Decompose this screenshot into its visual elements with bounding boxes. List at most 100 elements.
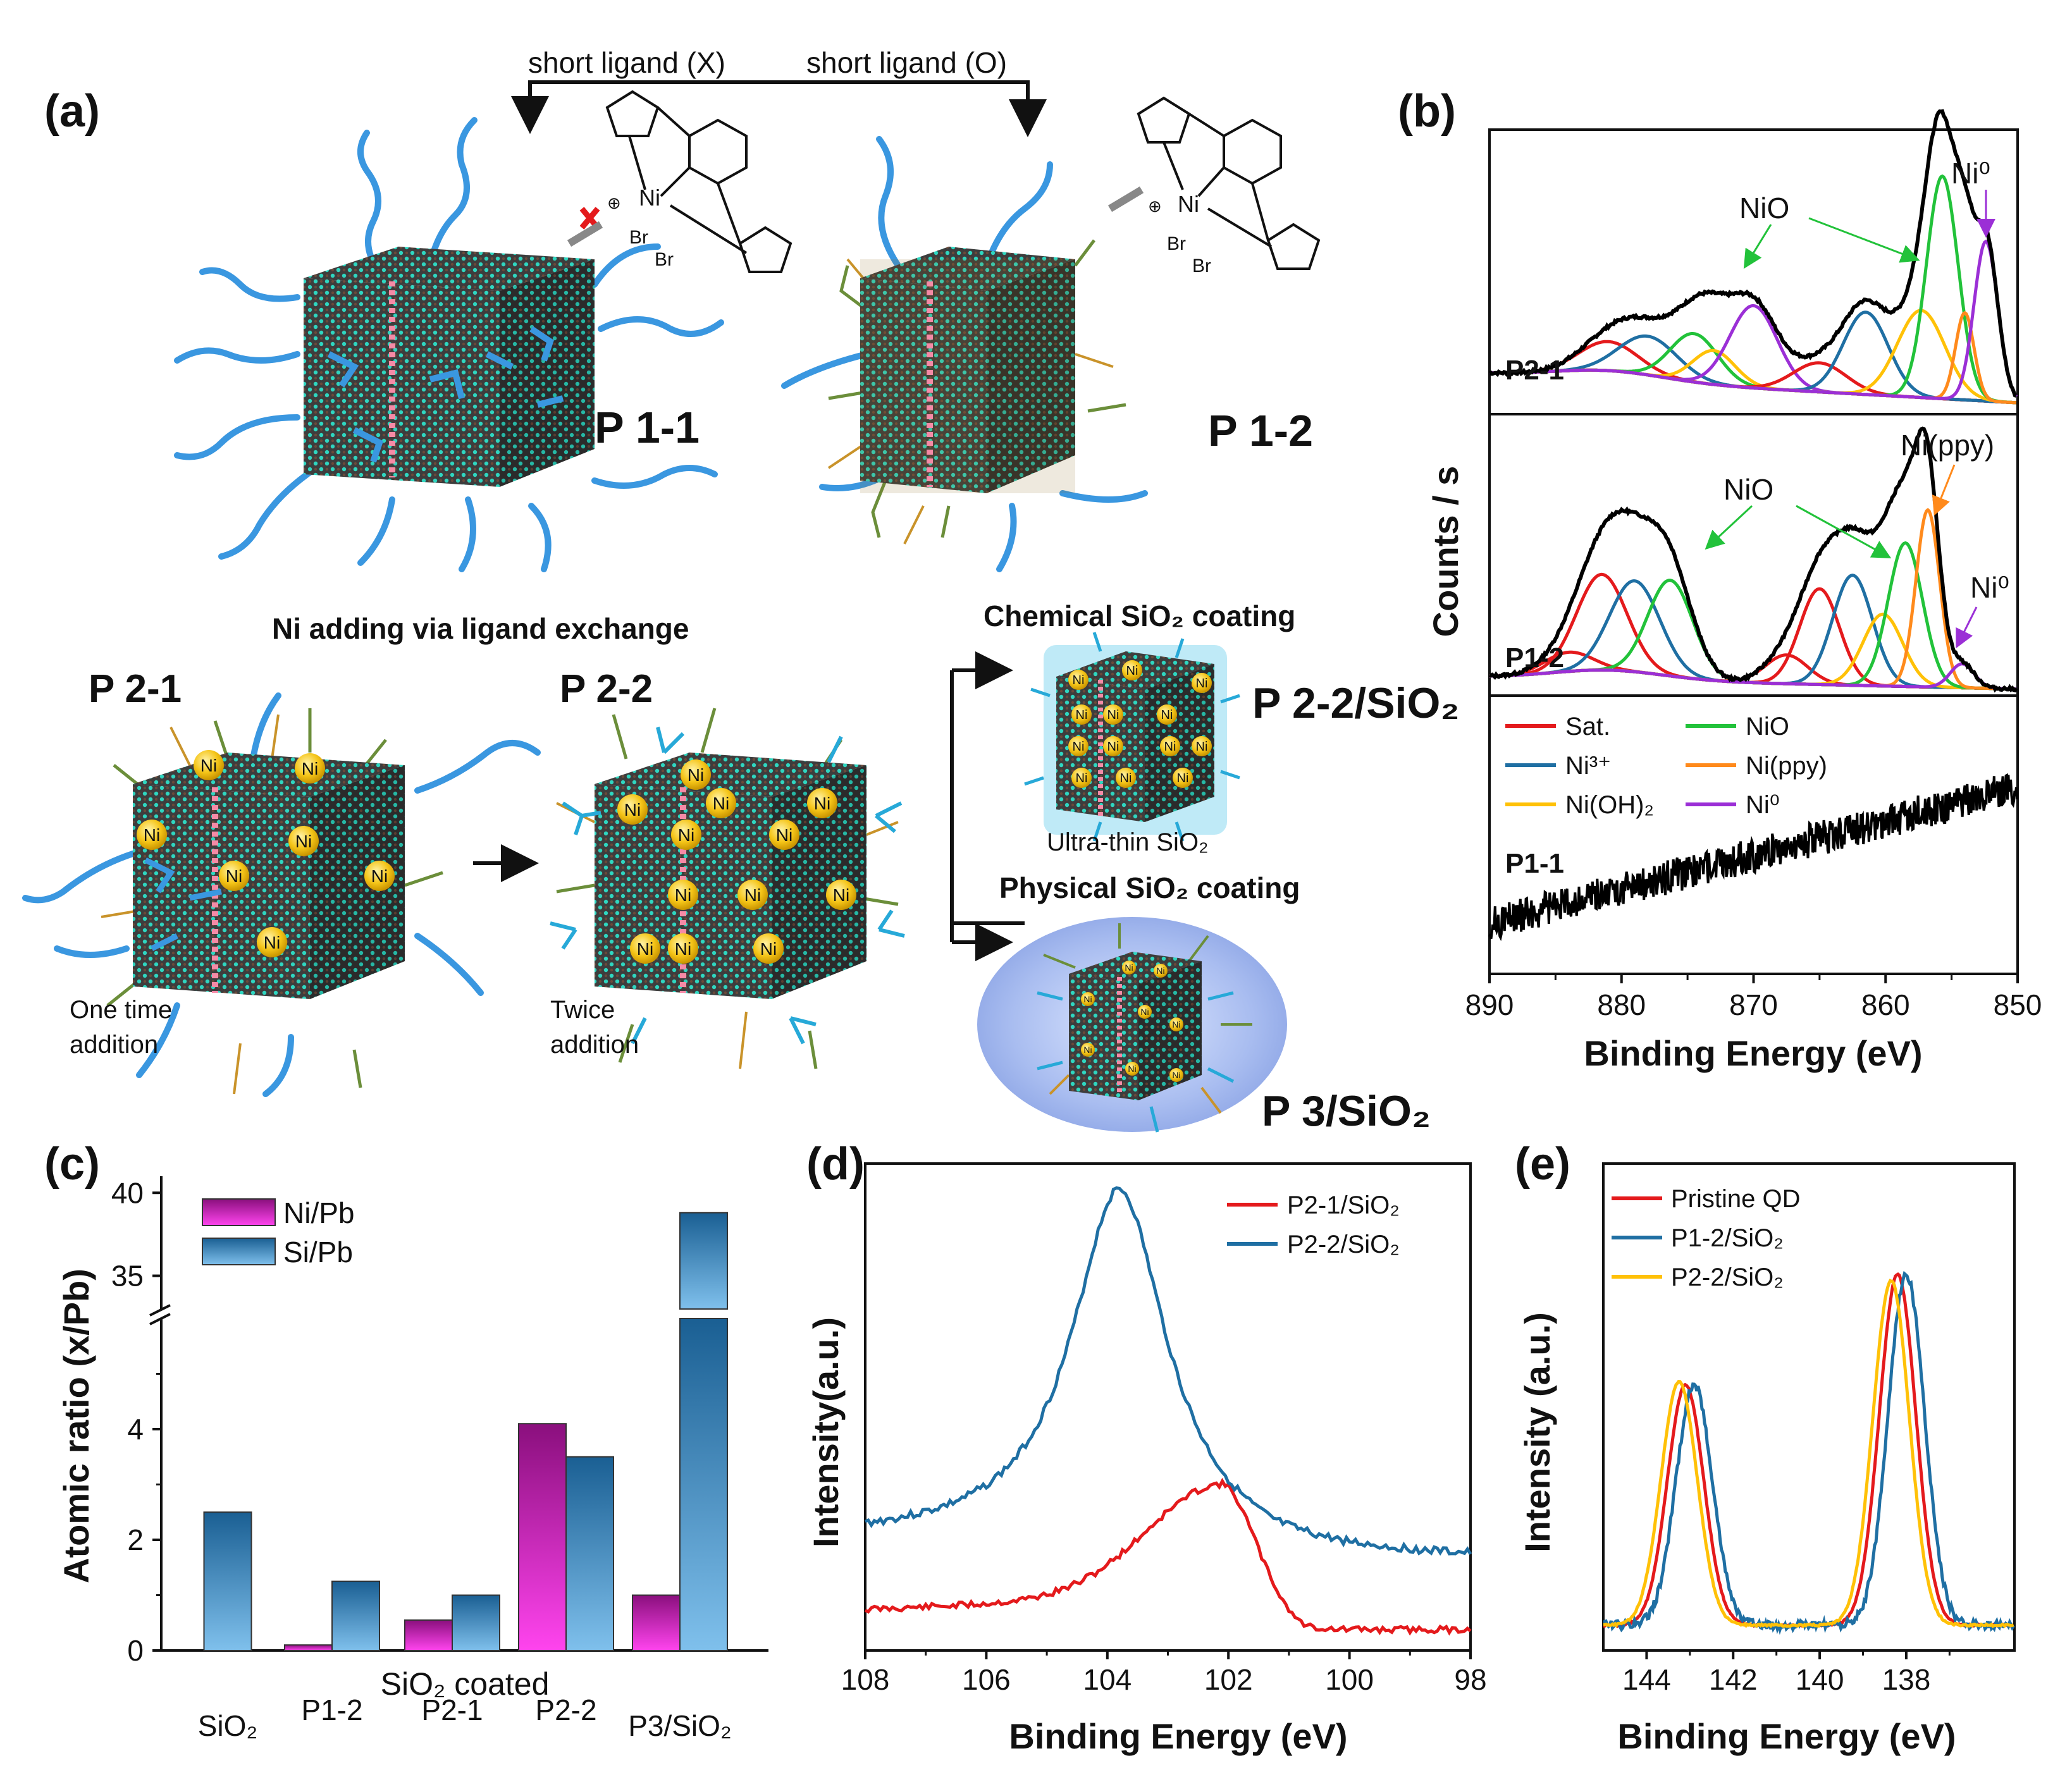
series-line-p2-2 <box>865 1186 1472 1556</box>
legend-swatch <box>202 1238 276 1265</box>
panel-e-letter: (e) <box>1515 1139 1570 1189</box>
short-ligand-x-label: short ligand (X) <box>528 46 725 79</box>
ni-atom: Ni <box>1154 964 1168 978</box>
ni-atom: Ni <box>257 927 287 957</box>
svg-text:Ni: Ni <box>226 866 242 886</box>
svg-text:Ni: Ni <box>1178 191 1199 217</box>
chem-coating-label: Chemical SiO₂ coating <box>984 599 1295 632</box>
ni-atom: Ni <box>769 820 799 850</box>
legend-label: P2-2/SiO₂ <box>1671 1263 1784 1291</box>
ni-atom: Ni <box>671 820 701 850</box>
br-label: Br <box>1167 233 1186 254</box>
experimental-envelope <box>1489 109 2017 398</box>
x-tick-label: 102 <box>1204 1663 1253 1696</box>
legend-entry: Ni(ppy) <box>1686 752 1827 780</box>
annot-nio: NiO <box>1739 192 1789 224</box>
ni-atom: Ni <box>194 750 224 780</box>
svg-text:Ni: Ni <box>760 939 777 959</box>
x-tick-label: 98 <box>1454 1663 1486 1696</box>
ultra-thin-label: Ultra-thin SiO₂ <box>1047 828 1209 856</box>
legend-entry: P2-1/SiO₂ <box>1227 1191 1400 1219</box>
legend-label: Pristine QD <box>1671 1185 1801 1213</box>
svg-text:Ni: Ni <box>833 885 849 905</box>
x-tick-label: 890 <box>1465 988 1514 1021</box>
ni-atom: Ni <box>1138 1005 1152 1019</box>
subpanel-label: P2-1 <box>1505 355 1564 386</box>
category-label: SiO₂ <box>198 1709 258 1742</box>
svg-text:⊕: ⊕ <box>1148 197 1162 216</box>
ni-ppy-molecule-right: Ni ⊕ Br Br <box>1107 96 1321 276</box>
qd-p2-2 <box>550 708 905 1069</box>
ni-atom: Ni <box>737 880 768 910</box>
y-tick-label: 4 <box>127 1413 144 1446</box>
category-label: P2-1 <box>421 1693 483 1726</box>
panel-c: (c) 0 2 4 35 40 SiO₂ P1-2 P2-1 P2-2 P3/SiO₂ Ni/Pb S… <box>44 1139 768 1742</box>
bar-Si/Pb <box>203 1511 252 1651</box>
svg-text:Ni: Ni <box>744 885 761 905</box>
panel-e: (e) 144 142 140 138 Pristine QD P1-2/SiO₂ P2-2… <box>1515 1139 2016 1756</box>
ni-atom: Ni <box>219 861 249 891</box>
legend-label: P2-2/SiO₂ <box>1287 1231 1400 1258</box>
svg-text:Ni: Ni <box>688 765 704 785</box>
svg-text:Ni: Ni <box>1073 673 1085 687</box>
ni-atom: Ni <box>295 753 325 784</box>
panel-b-letter: (b) <box>1398 86 1456 137</box>
legend-label: P2-1/SiO₂ <box>1287 1191 1400 1219</box>
panel-e-xlabel: Binding Energy (eV) <box>1617 1716 1956 1756</box>
ni-atom: Ni <box>1173 768 1193 788</box>
one-time-label-1: One time <box>70 996 172 1024</box>
ni-atoms-phys: Ni Ni Ni Ni Ni Ni Ni Ni <box>1081 961 1183 1082</box>
ni-atom: Ni <box>668 933 698 964</box>
ni-atoms-p2-1: Ni Ni Ni Ni Ni Ni Ni <box>137 750 395 957</box>
ni-atom: Ni <box>1122 961 1136 974</box>
panel-b-xlabel: Binding Energy (eV) <box>1584 1033 1922 1073</box>
panel-e-plot: 144 142 140 138 Pristine QD P1-2/SiO₂ P2-2/SiO… <box>1602 1162 2016 1696</box>
x-tick-label: 104 <box>1083 1663 1132 1696</box>
svg-text:Ni: Ni <box>1177 771 1189 785</box>
legend-entry: P1-2/SiO₂ <box>1612 1224 1784 1252</box>
svg-text:Ni: Ni <box>264 933 280 952</box>
panel-c-xlabel: SiO₂ coated <box>381 1666 550 1702</box>
svg-text:Ni: Ni <box>200 756 217 775</box>
svg-text:Ni: Ni <box>1073 740 1085 754</box>
legend-swatch <box>202 1198 276 1226</box>
legend-label: P1-2/SiO₂ <box>1671 1224 1784 1252</box>
svg-text:Ni: Ni <box>1076 771 1088 785</box>
svg-text:Ni: Ni <box>1076 708 1088 722</box>
x-tick-label: 860 <box>1861 988 1910 1021</box>
svg-text:Ni: Ni <box>1156 966 1164 976</box>
fit-component <box>1489 662 2016 691</box>
legend-label: Ni³⁺ <box>1565 752 1611 780</box>
fit-component <box>1489 239 2018 400</box>
subpanel-label: P1-2 <box>1505 642 1564 673</box>
panel-d-xlabel: Binding Energy (eV) <box>1009 1716 1347 1756</box>
legend-label: Ni/Pb <box>283 1196 354 1229</box>
y-tick-label: 0 <box>127 1634 144 1667</box>
ni-atom: Ni <box>1192 673 1212 693</box>
ni-atom: Ni <box>1103 704 1123 725</box>
svg-text:Ni: Ni <box>1161 708 1173 722</box>
svg-text:Ni: Ni <box>1120 771 1132 785</box>
ni-atom: Ni <box>807 788 837 818</box>
ni-atom: Ni <box>1068 736 1088 756</box>
bar-Si/Pb <box>452 1594 500 1651</box>
panel-d: (d) 108 106 104 102 100 98P2-1/SiO₂P2-2/SiO₂ … <box>806 1139 1487 1756</box>
ni-atom: Ni <box>1071 704 1092 725</box>
twice-label-1: Twice <box>550 996 615 1024</box>
ni-atom: Ni <box>1160 736 1180 756</box>
ni-atom: Ni <box>1157 704 1177 725</box>
svg-text:Ni: Ni <box>624 800 641 820</box>
svg-text:Ni: Ni <box>678 825 694 845</box>
ni-atom: Ni <box>681 759 711 790</box>
phys-coating-label: Physical SiO₂ coating <box>999 871 1300 904</box>
svg-text:⊕: ⊕ <box>607 194 621 212</box>
svg-text:Ni: Ni <box>713 794 729 813</box>
legend-label: Ni⁰ <box>1746 791 1780 819</box>
bar-Ni/Pb <box>518 1423 567 1651</box>
x-tick-label: 106 <box>962 1663 1011 1696</box>
ni-atom: Ni <box>1081 992 1095 1006</box>
svg-text:Ni: Ni <box>1083 1045 1092 1055</box>
bar-Ni/Pb <box>632 1594 681 1651</box>
x-tick-label: 144 <box>1622 1663 1671 1696</box>
svg-text:Ni: Ni <box>371 866 388 886</box>
